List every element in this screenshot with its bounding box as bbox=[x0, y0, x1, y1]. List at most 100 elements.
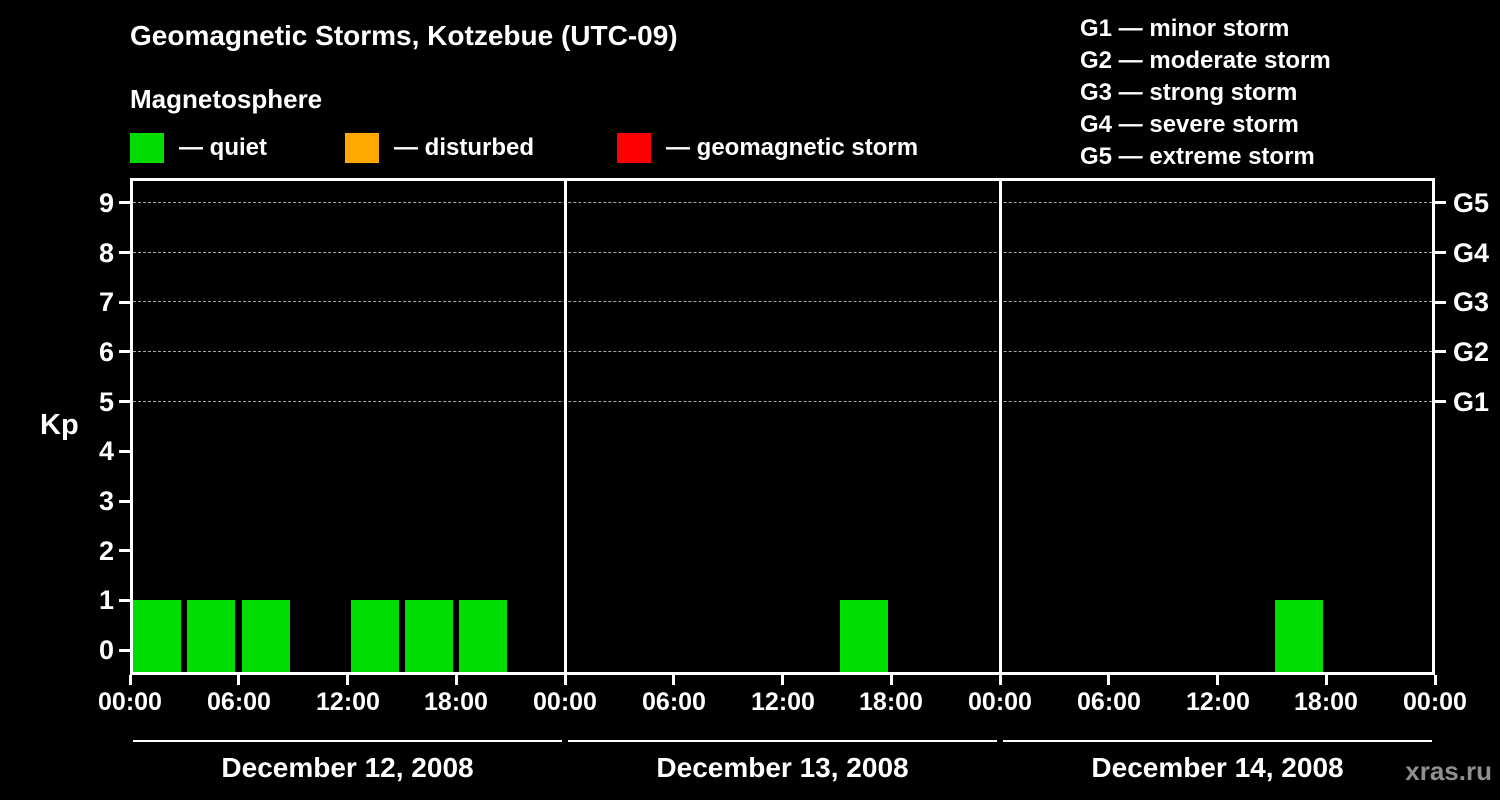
gridline-kp-5 bbox=[133, 401, 1432, 402]
x-tick bbox=[564, 675, 567, 685]
x-tick bbox=[455, 675, 458, 685]
x-tick-label: 06:00 bbox=[1077, 688, 1141, 716]
x-tick-label: 12:00 bbox=[751, 688, 815, 716]
date-label-day1: December 12, 2008 bbox=[221, 752, 474, 783]
x-tick bbox=[672, 675, 675, 685]
right-tick-G3 bbox=[1435, 301, 1446, 304]
storm-scale-legend: G1 — minor storm G2 — moderate storm G3 … bbox=[1080, 13, 1331, 173]
y-tick-label-6: 6 bbox=[98, 337, 114, 367]
y-tick-label-2: 2 bbox=[98, 536, 114, 566]
activity-legend: — quiet — disturbed — geomagnetic storm bbox=[130, 131, 918, 165]
g-legend-line-g4: G4 — severe storm bbox=[1080, 111, 1299, 138]
gridline-kp-7 bbox=[133, 301, 1432, 302]
x-tick bbox=[890, 675, 893, 685]
x-tick bbox=[999, 675, 1002, 685]
right-tick-G1 bbox=[1435, 400, 1446, 403]
x-tick-label: 12:00 bbox=[1186, 688, 1250, 716]
x-tick-label: 06:00 bbox=[642, 688, 706, 716]
x-tick bbox=[1325, 675, 1328, 685]
x-tick-label: 00:00 bbox=[533, 688, 597, 716]
right-axis-label-G4: G4 bbox=[1453, 238, 1490, 268]
date-divider-day1 bbox=[133, 740, 562, 742]
y-tick-8 bbox=[119, 251, 130, 254]
chart-title: Geomagnetic Storms, Kotzebue (UTC-09) bbox=[130, 20, 678, 51]
y-tick-label-9: 9 bbox=[98, 188, 114, 218]
right-tick-G4 bbox=[1435, 251, 1446, 254]
gridline-kp-8 bbox=[133, 252, 1432, 253]
kp-bar-day1-interval1 bbox=[187, 600, 235, 672]
right-tick-G2 bbox=[1435, 350, 1446, 353]
y-tick-0 bbox=[119, 649, 130, 652]
x-tick bbox=[1216, 675, 1219, 685]
x-tick-label: 18:00 bbox=[1294, 688, 1358, 716]
x-tick-label: 06:00 bbox=[207, 688, 271, 716]
x-tick bbox=[781, 675, 784, 685]
x-tick-label: 00:00 bbox=[968, 688, 1032, 716]
kp-bar-day1-interval4 bbox=[351, 600, 399, 672]
g-legend-line-g5: G5 — extreme storm bbox=[1080, 143, 1315, 170]
y-tick-4 bbox=[119, 450, 130, 453]
kp-bar-day1-interval0 bbox=[133, 600, 181, 672]
x-tick bbox=[129, 675, 132, 685]
y-axis-title: Kp bbox=[40, 409, 79, 441]
y-tick-1 bbox=[119, 599, 130, 602]
disturbed-color-swatch bbox=[345, 133, 379, 163]
geomagnetic-storm-label: — geomagnetic storm bbox=[666, 134, 919, 161]
y-tick-label-4: 4 bbox=[98, 436, 114, 466]
y-tick-2 bbox=[119, 549, 130, 552]
y-tick-label-0: 0 bbox=[98, 635, 114, 665]
right-axis-label-G2: G2 bbox=[1453, 337, 1490, 367]
x-tick-end bbox=[1434, 675, 1437, 685]
legend-item-disturbed: — disturbed bbox=[345, 133, 617, 163]
x-tick-label-end: 00:00 bbox=[1403, 688, 1467, 716]
quiet-color-swatch bbox=[130, 133, 164, 163]
legend-item-quiet: — quiet bbox=[130, 133, 345, 163]
xras-watermark: xras.ru bbox=[1405, 756, 1492, 786]
legend-item-geomagnetic-storm: — geomagnetic storm bbox=[617, 133, 918, 163]
x-tick-label: 18:00 bbox=[424, 688, 488, 716]
kp-bar-day1-interval5 bbox=[405, 600, 453, 672]
y-tick-label-1: 1 bbox=[98, 585, 114, 615]
y-tick-3 bbox=[119, 500, 130, 503]
right-axis-label-G5: G5 bbox=[1453, 188, 1490, 218]
y-tick-7 bbox=[119, 301, 130, 304]
kp-bar-day1-interval6 bbox=[459, 600, 507, 672]
y-tick-6 bbox=[119, 350, 130, 353]
x-tick bbox=[1107, 675, 1110, 685]
g-legend-line-g2: G2 — moderate storm bbox=[1080, 47, 1331, 74]
magnetosphere-label: Magnetosphere bbox=[130, 84, 323, 114]
y-tick-5 bbox=[119, 400, 130, 403]
day-separator bbox=[564, 181, 567, 672]
y-tick-label-8: 8 bbox=[98, 238, 114, 268]
y-tick-label-5: 5 bbox=[98, 387, 114, 417]
x-tick bbox=[346, 675, 349, 685]
y-tick-label-3: 3 bbox=[98, 486, 114, 516]
date-label-day2: December 13, 2008 bbox=[656, 752, 909, 783]
geomagnetic-storm-color-swatch bbox=[617, 133, 651, 163]
y-tick-9 bbox=[119, 201, 130, 204]
right-axis-label-G1: G1 bbox=[1453, 387, 1490, 417]
date-divider-day2 bbox=[568, 740, 997, 742]
plot-frame bbox=[130, 178, 1435, 675]
day-separator bbox=[999, 181, 1002, 672]
y-tick-label-7: 7 bbox=[98, 287, 114, 317]
disturbed-label: — disturbed bbox=[394, 134, 535, 161]
right-tick-G5 bbox=[1435, 201, 1446, 204]
gridline-kp-9 bbox=[133, 202, 1432, 203]
g-legend-line-g3: G3 — strong storm bbox=[1080, 79, 1298, 106]
x-tick bbox=[237, 675, 240, 685]
date-divider-day3 bbox=[1003, 740, 1432, 742]
x-tick-label: 12:00 bbox=[316, 688, 380, 716]
kp-bar-day2-interval5 bbox=[840, 600, 888, 672]
gridline-kp-6 bbox=[133, 351, 1432, 352]
kp-bar-day1-interval2 bbox=[242, 600, 290, 672]
right-axis-label-G3: G3 bbox=[1453, 287, 1490, 317]
quiet-label: — quiet bbox=[179, 134, 267, 161]
x-tick-label: 18:00 bbox=[859, 688, 923, 716]
kp-bar-day3-interval5 bbox=[1275, 600, 1323, 672]
date-label-day3: December 14, 2008 bbox=[1091, 752, 1344, 783]
g-legend-line-g1: G1 — minor storm bbox=[1080, 15, 1290, 42]
x-tick-label: 00:00 bbox=[98, 688, 162, 716]
